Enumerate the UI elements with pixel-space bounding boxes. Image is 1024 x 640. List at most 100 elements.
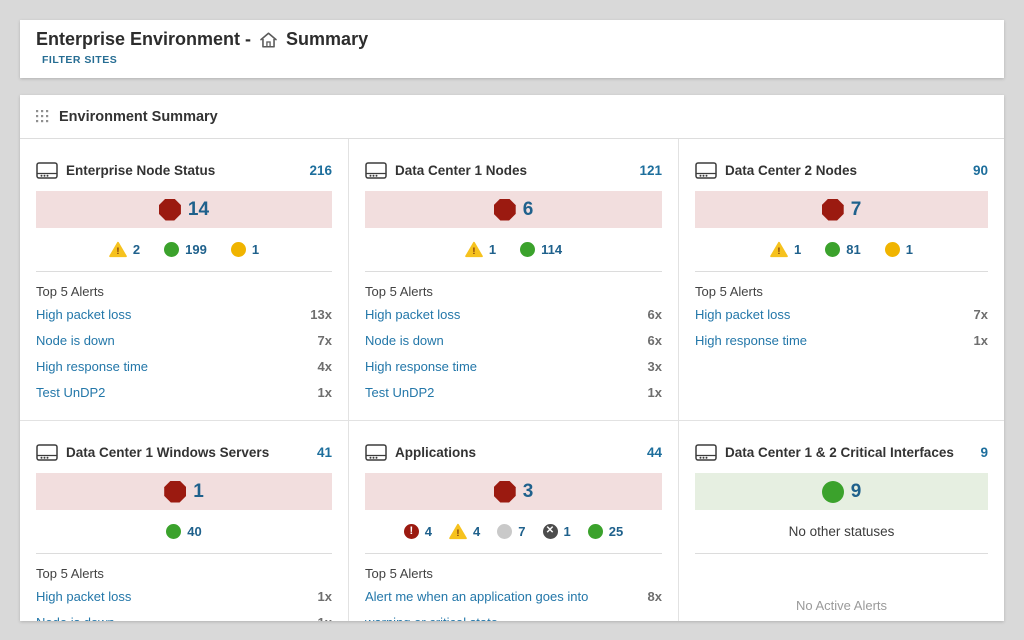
alert-count: 7x [317,333,332,348]
card-data-center-1-nodes: Data Center 1 Nodes 121 6 1 114 Top 5 Al… [348,139,678,420]
critical-status-band[interactable]: 6 [365,191,662,228]
status-count: 114 [541,241,563,257]
alert-row: High response time 1x [695,328,988,354]
critical-status-band[interactable]: 14 [36,191,332,228]
status-count: 1 [488,241,497,257]
alerts-title: Top 5 Alerts [36,566,104,581]
external-status-icon [230,241,246,257]
card-critical-interfaces: Data Center 1 & 2 Critical Interfaces 9 … [678,420,1004,621]
page-title: Enterprise Environment - Summary [36,29,988,50]
critical-count: 6 [522,198,534,220]
card-total-link[interactable]: 9 [980,444,988,460]
drag-handle-icon[interactable] [36,110,49,123]
status-count: 81 [846,241,861,257]
status-count: 4 [473,523,481,539]
alert-link[interactable]: Node is down [36,333,115,348]
status-count: 1 [794,241,802,257]
no-active-alerts-text: No Active Alerts [795,598,888,613]
divider [365,553,662,554]
card-enterprise-node-status: Enterprise Node Status 216 14 2 199 1 [20,139,348,420]
up-status-icon [587,523,603,539]
card-title: Data Center 1 Windows Servers [66,444,270,460]
status-chip-critical[interactable]: ! 4 [403,523,433,539]
alert-count: 6x [647,333,662,348]
page-title-suffix: Summary [286,29,369,49]
card-title: Data Center 1 Nodes [395,162,528,178]
status-count: 1 [905,241,913,257]
warning-triangle-icon [449,523,467,540]
card-title: Applications [395,444,477,460]
alert-link[interactable]: High packet loss [36,307,132,322]
external-status-icon [884,241,900,257]
status-chip-up[interactable]: 40 [166,523,202,539]
status-count: 4 [424,523,433,539]
status-chip-unknown[interactable]: 7 [497,523,526,539]
alert-count: 7x [973,307,988,322]
alert-link[interactable]: Node is down [36,610,318,621]
card-total-link[interactable]: 41 [316,444,332,460]
warning-triangle-icon [465,241,483,258]
alert-row: Node is down 6x [365,328,662,354]
alert-row: High response time 3x [365,354,662,380]
alert-link[interactable]: High packet loss [695,307,791,322]
critical-status-band[interactable]: 1 [36,473,332,510]
status-count: 2 [132,241,141,257]
status-chip-up[interactable]: 114 [520,241,563,257]
critical-octagon-icon [164,480,187,503]
critical-octagon-icon [821,198,844,221]
alerts-title: Top 5 Alerts [365,566,433,581]
alert-link[interactable]: High packet loss [36,589,132,604]
alert-link[interactable]: High response time [36,359,148,374]
up-status-icon [166,523,182,539]
alert-count: 1x [317,589,332,604]
status-chip-external[interactable]: 1 [884,241,913,257]
alert-count: 1x [647,385,662,400]
status-chip-external[interactable]: 1 [230,241,259,257]
alert-link[interactable]: Node is down [365,333,444,348]
page-header: Enterprise Environment - Summary FILTER … [20,20,1004,78]
critical-status-band[interactable]: 3 [365,473,662,510]
alert-link[interactable]: Alert me when an application goes into w… [365,589,589,621]
alert-row: Node is down 1x [36,610,332,621]
environment-summary-panel: Environment Summary Enterprise Node Stat… [20,95,1004,621]
status-chip-warning[interactable]: 2 [109,241,140,258]
alert-link[interactable]: Test UnDP2 [365,385,435,400]
card-title: Data Center 2 Nodes [725,162,858,178]
card-total-link[interactable]: 216 [309,162,332,178]
card-total-link[interactable]: 121 [639,162,662,178]
status-chip-down[interactable]: ✕ 1 [542,523,571,539]
alert-count: 8x [647,589,662,604]
critical-count: 1 [193,480,204,502]
card-total-link[interactable]: 44 [646,444,662,460]
status-chip-warning[interactable]: 1 [465,241,496,258]
status-chip-up[interactable]: 81 [825,241,861,257]
critical-status-band[interactable]: 7 [695,191,988,228]
warning-triangle-icon [109,241,127,258]
critical-count: 3 [522,480,534,502]
alert-link[interactable]: High response time [695,333,807,348]
filter-sites-button[interactable]: FILTER SITES [42,54,118,66]
card-title: Data Center 1 & 2 Critical Interfaces [725,444,954,460]
status-count: 1 [563,523,571,539]
alert-row: Test UnDP2 1x [36,380,332,406]
divider [36,553,332,554]
alert-link[interactable]: High packet loss [365,307,461,322]
nodes-widget-icon [365,161,387,179]
status-chip-warning[interactable]: 1 [770,241,801,258]
alert-row: High packet loss 6x [365,302,662,328]
up-status-band[interactable]: 9 [695,473,988,510]
no-other-statuses-text: No other statuses [788,523,895,539]
status-chip-warning[interactable]: 4 [449,523,480,540]
nodes-widget-icon [695,161,717,179]
card-applications: Applications 44 3 ! 4 4 7 [348,420,678,621]
alert-link[interactable]: High response time [365,359,477,374]
critical-count: 14 [187,198,210,220]
alert-link[interactable]: Test UnDP2 [36,385,106,400]
card-total-link[interactable]: 90 [972,162,988,178]
status-chip-up[interactable]: 199 [164,241,207,257]
status-count: 25 [608,523,624,539]
status-count: 40 [187,523,202,539]
card-dc1-windows-servers: Data Center 1 Windows Servers 41 1 40 To… [20,420,348,621]
alert-row: High response time 4x [36,354,332,380]
status-chip-up[interactable]: 25 [587,523,624,539]
